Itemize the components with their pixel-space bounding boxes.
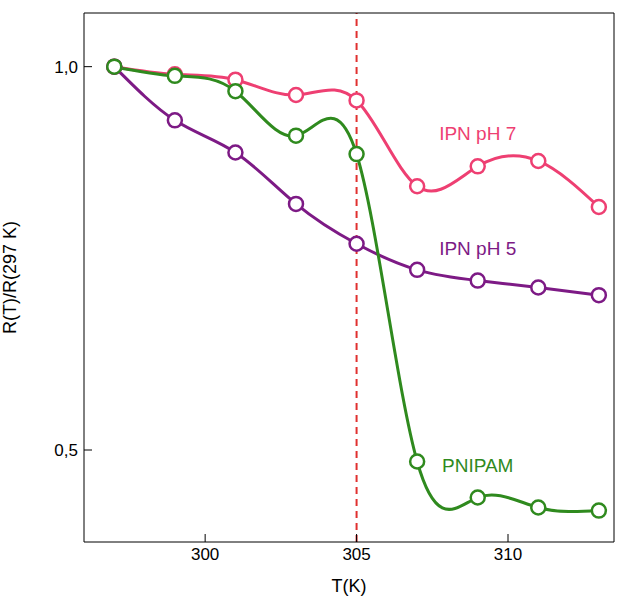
svg-text:PNIPAM: PNIPAM — [442, 455, 513, 476]
svg-text:R(T)/R(297 K): R(T)/R(297 K) — [0, 221, 20, 334]
svg-text:T(K): T(K) — [332, 576, 367, 596]
svg-text:305: 305 — [342, 545, 370, 564]
svg-text:300: 300 — [191, 545, 219, 564]
svg-text:IPN pH 5: IPN pH 5 — [439, 238, 516, 259]
svg-text:310: 310 — [494, 545, 522, 564]
svg-text:IPN pH 7: IPN pH 7 — [439, 123, 516, 144]
svg-text:1,0: 1,0 — [54, 58, 78, 77]
svg-text:0,5: 0,5 — [54, 441, 78, 460]
